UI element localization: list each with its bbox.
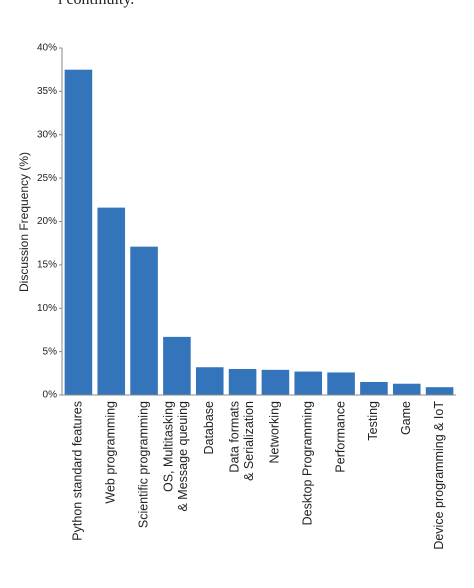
y-tick-label: 5% xyxy=(43,346,58,357)
bar xyxy=(261,369,290,395)
x-tick-label: Networking xyxy=(268,401,282,464)
bar xyxy=(163,336,191,395)
bar xyxy=(130,246,158,395)
x-tick-label: Desktop Programming xyxy=(301,401,315,525)
x-tick-label: Game xyxy=(399,401,413,435)
bar xyxy=(97,207,126,395)
bar xyxy=(360,381,388,395)
x-tick-label: Database xyxy=(202,401,216,455)
bar xyxy=(327,372,355,395)
bar xyxy=(195,367,224,395)
bar xyxy=(392,383,421,395)
x-tick-label: Device programming & IoT xyxy=(432,401,446,550)
context-text: l continuity. xyxy=(58,0,134,8)
bar xyxy=(294,371,323,395)
y-tick-label: 0% xyxy=(43,390,58,401)
x-tick-label: Python standard features xyxy=(71,401,85,541)
x-tick-label: Performance xyxy=(333,401,347,473)
bar xyxy=(425,387,454,395)
x-tick-label: Scientific programming xyxy=(136,401,150,528)
y-axis-label: Discussion Frequency (%) xyxy=(17,152,31,292)
y-tick-label: 15% xyxy=(37,260,57,271)
x-tick-label: Web programming xyxy=(104,401,118,504)
y-tick-label: 10% xyxy=(37,303,57,314)
x-tick-label: Testing xyxy=(366,401,380,441)
x-tick-label: OS, Multitasking& Message queuing xyxy=(162,401,190,512)
bar xyxy=(64,69,93,395)
y-tick-label: 25% xyxy=(37,173,57,184)
y-tick-label: 40% xyxy=(37,43,57,54)
bar xyxy=(228,368,257,395)
y-tick-label: 30% xyxy=(37,129,57,140)
y-tick-label: 35% xyxy=(37,86,57,97)
y-tick-label: 20% xyxy=(37,216,57,227)
x-tick-label: Data formats& Serialization xyxy=(228,401,256,481)
